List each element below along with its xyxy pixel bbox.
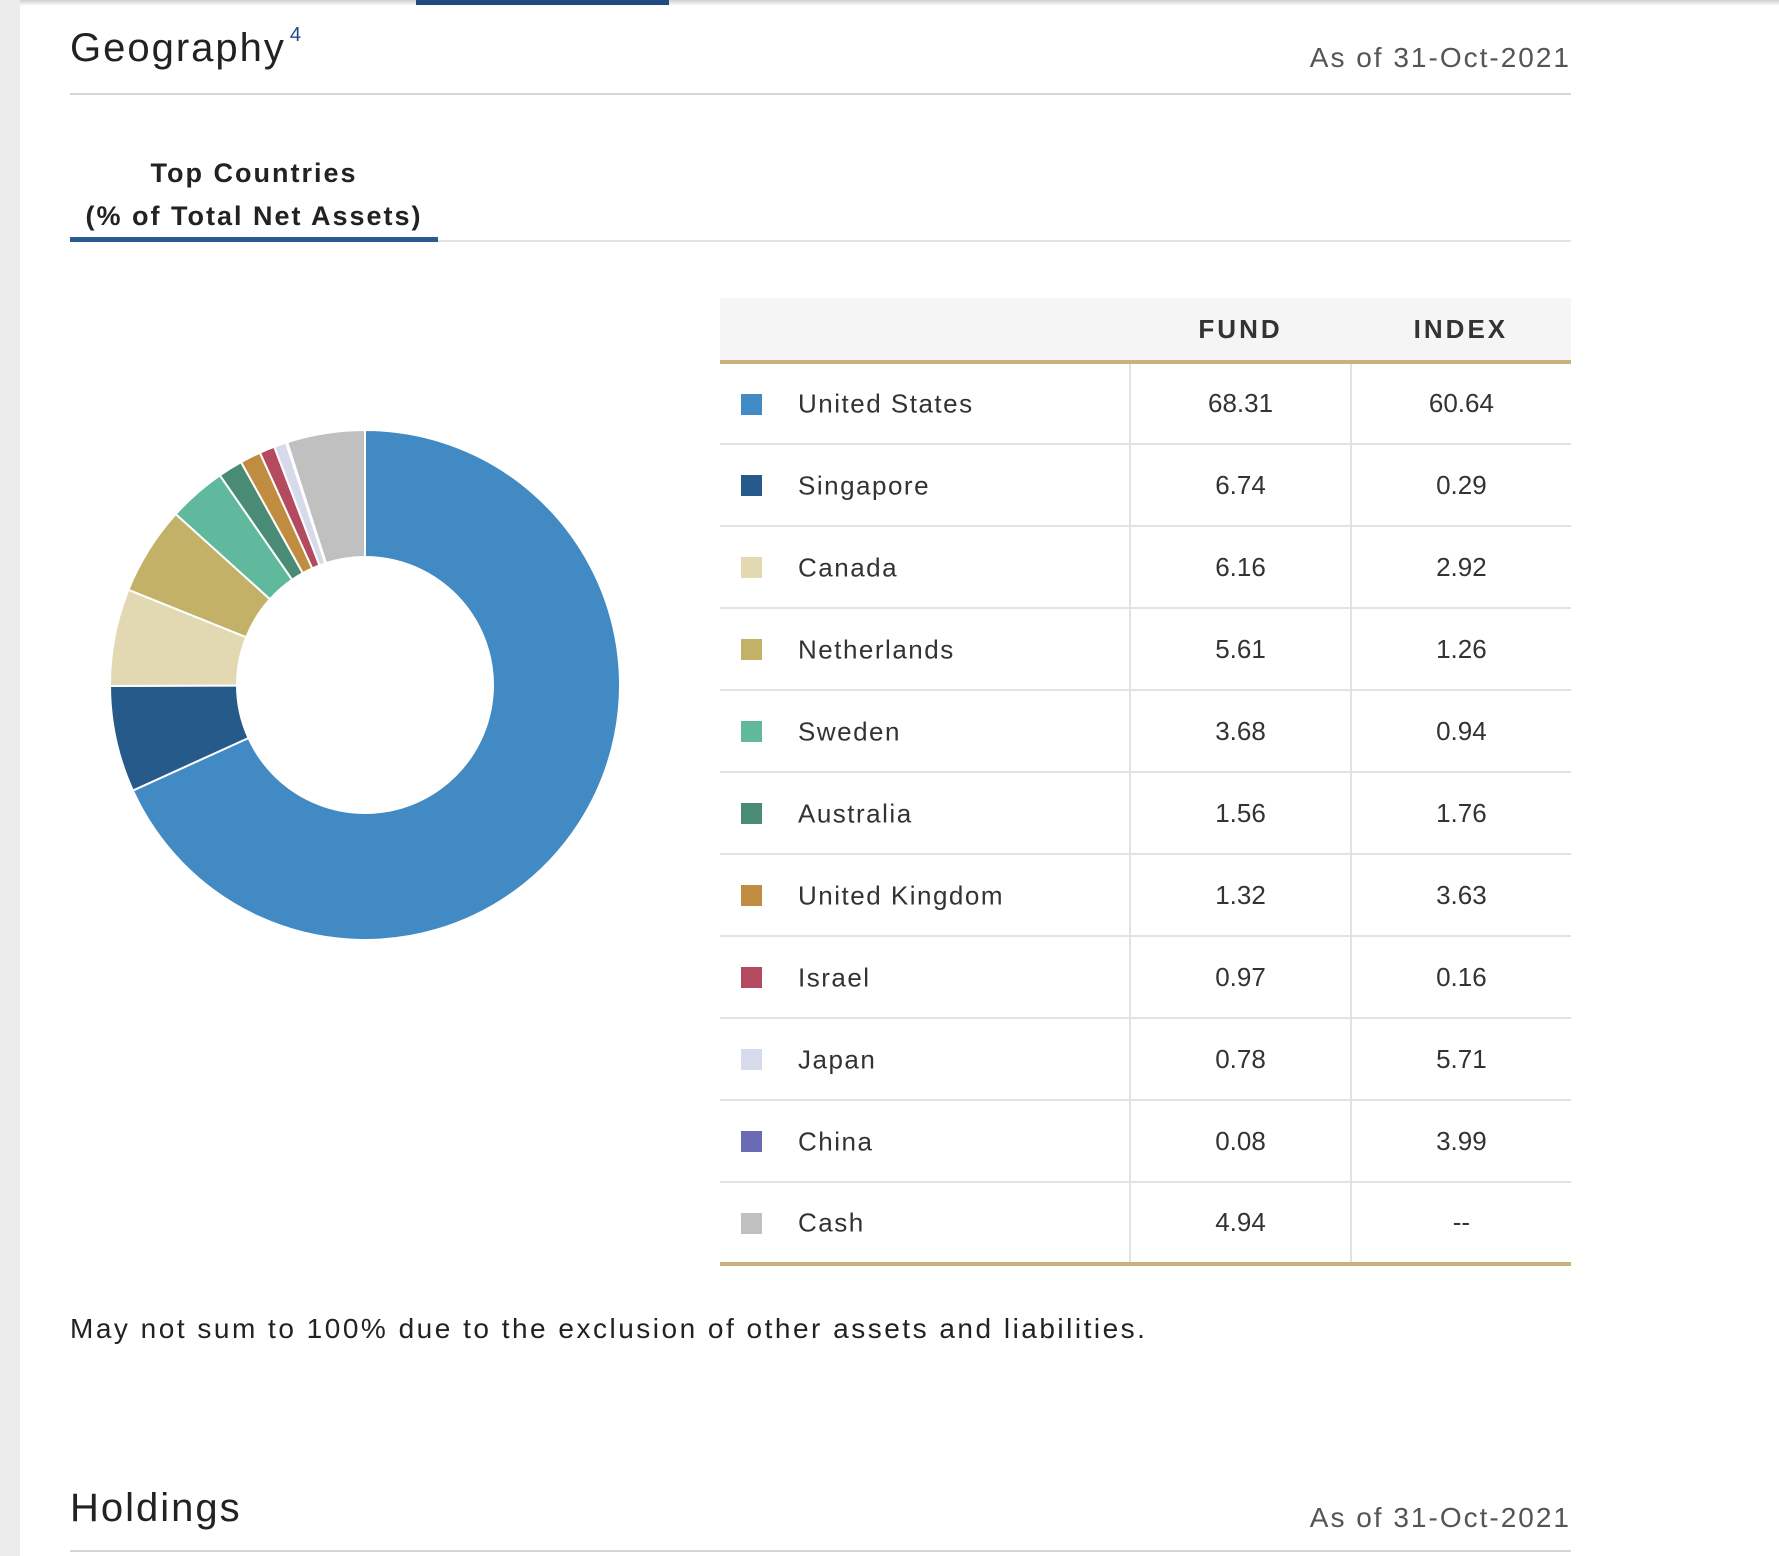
holdings-title: Holdings — [70, 1486, 242, 1530]
country-name: Singapore — [798, 470, 931, 501]
country-name: United Kingdom — [798, 880, 1004, 911]
legend-swatch — [741, 803, 762, 825]
index-value: 0.94 — [1436, 715, 1487, 746]
header-fund: FUND — [1198, 313, 1283, 344]
header-country — [720, 298, 1130, 362]
country-name: Netherlands — [798, 634, 955, 665]
table-row: Canada 6.16 2.92 — [720, 526, 1571, 608]
index-value: 3.99 — [1436, 1125, 1487, 1156]
table-row: Sweden 3.68 0.94 — [720, 690, 1571, 772]
table-row: Singapore 6.74 0.29 — [720, 444, 1571, 526]
fund-value: 1.32 — [1130, 854, 1352, 936]
fund-value: 4.94 — [1130, 1182, 1352, 1264]
index-value: 1.26 — [1436, 633, 1487, 664]
geography-as-of: As of 31-Oct-2021 — [1309, 42, 1571, 73]
country-name: Japan — [798, 1044, 877, 1075]
country-name: Israel — [798, 962, 871, 993]
fund-value: 0.78 — [1130, 1018, 1352, 1100]
legend-swatch — [741, 557, 762, 579]
tab-top-countries-line2: (% of Total Net Assets) — [85, 201, 423, 231]
legend-swatch — [741, 475, 762, 497]
legend-swatch — [741, 1131, 762, 1153]
active-subtab-underline — [70, 237, 438, 242]
country-cell: Sweden — [720, 690, 1132, 772]
country-name: China — [798, 1126, 874, 1157]
tab-top-countries[interactable]: Top Countries (% of Total Net Assets) — [70, 152, 438, 238]
table-row: United Kingdom 1.32 3.63 — [720, 854, 1571, 936]
country-name: Canada — [798, 552, 899, 583]
country-name: Sweden — [798, 716, 901, 747]
table-row: Netherlands 5.61 1.26 — [720, 608, 1571, 690]
country-name: United States — [798, 388, 974, 419]
holdings-header: Holdings As of 31-Oct-2021 — [70, 1480, 1571, 1552]
legend-swatch — [741, 1049, 762, 1071]
geography-title: Geography 4 — [70, 23, 304, 71]
country-cell: Canada — [720, 526, 1132, 608]
table-row: United States 68.31 60.64 — [720, 362, 1571, 444]
geography-header: Geography 4 As of 31-Oct-2021 — [70, 20, 1571, 95]
country-name: Cash — [798, 1207, 865, 1238]
header-index: INDEX — [1413, 313, 1509, 344]
fund-value: 1.56 — [1130, 772, 1352, 854]
geography-footnote: May not sum to 100% due to the exclusion… — [70, 1313, 1148, 1344]
country-cell: Australia — [720, 772, 1132, 854]
active-nav-tab-indicator — [416, 0, 669, 5]
tab-top-countries-line1: Top Countries — [150, 158, 358, 188]
footnote-ref-link[interactable]: 4 — [289, 23, 304, 46]
legend-swatch — [741, 1212, 762, 1234]
legend-swatch — [741, 393, 762, 415]
country-cell: Cash — [720, 1182, 1132, 1264]
index-value: 3.63 — [1436, 879, 1487, 910]
fund-value: 6.74 — [1130, 444, 1352, 526]
table-header-row: FUND INDEX — [720, 298, 1571, 362]
top-countries-donut-chart — [108, 428, 621, 941]
table-row: Israel 0.97 0.16 — [720, 936, 1571, 1018]
fund-value: 0.97 — [1130, 936, 1352, 1018]
country-cell: United States — [720, 362, 1132, 444]
fund-value: 0.08 — [1130, 1100, 1352, 1182]
table-row: Australia 1.56 1.76 — [720, 772, 1571, 854]
legend-swatch — [741, 721, 762, 743]
country-cell: Israel — [720, 936, 1132, 1018]
donut-slice-united-states[interactable] — [131, 428, 621, 941]
fund-value: 68.31 — [1130, 362, 1352, 444]
top-countries-table: FUND INDEX United States 68.31 60.64 Sin… — [720, 298, 1571, 1266]
fund-value: 6.16 — [1130, 526, 1352, 608]
country-name: Australia — [798, 798, 913, 829]
country-cell: Netherlands — [720, 608, 1132, 690]
index-value: 5.71 — [1436, 1043, 1487, 1074]
index-value: -- — [1452, 1207, 1471, 1237]
index-value: 60.64 — [1428, 388, 1494, 418]
index-value: 2.92 — [1436, 551, 1487, 582]
legend-swatch — [741, 885, 762, 907]
table-row: Japan 0.78 5.71 — [720, 1018, 1571, 1100]
geography-title-text: Geography — [70, 26, 286, 70]
country-cell: Japan — [720, 1018, 1132, 1100]
holdings-as-of: As of 31-Oct-2021 — [1309, 1502, 1571, 1533]
left-rail — [0, 0, 20, 1556]
index-value: 0.16 — [1436, 961, 1487, 992]
index-value: 0.29 — [1436, 469, 1487, 500]
table-row: China 0.08 3.99 — [720, 1100, 1571, 1182]
legend-swatch — [741, 967, 762, 989]
fund-value: 3.68 — [1130, 690, 1352, 772]
country-cell: United Kingdom — [720, 854, 1132, 936]
legend-swatch — [741, 639, 762, 661]
top-shadow — [20, 0, 1779, 6]
fund-value: 5.61 — [1130, 608, 1352, 690]
table-row: Cash 4.94 -- — [720, 1182, 1571, 1264]
index-value: 1.76 — [1436, 797, 1487, 828]
subtab-bar — [70, 240, 1571, 242]
donut-slice-cash[interactable] — [285, 428, 366, 565]
country-cell: China — [720, 1100, 1132, 1182]
country-cell: Singapore — [720, 444, 1132, 526]
